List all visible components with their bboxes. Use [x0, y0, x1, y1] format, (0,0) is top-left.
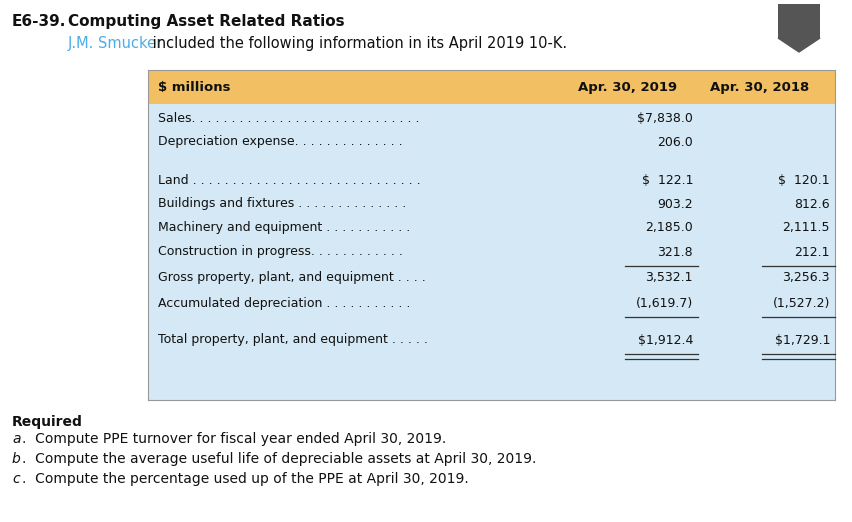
Text: 812.6: 812.6	[794, 197, 830, 210]
Text: included the following information in its April 2019 10-K.: included the following information in it…	[148, 36, 567, 51]
Text: $7,838.0: $7,838.0	[637, 112, 693, 125]
Text: (1,619.7): (1,619.7)	[636, 296, 693, 310]
Text: 3,256.3: 3,256.3	[782, 271, 830, 284]
Text: c: c	[12, 472, 20, 486]
Text: Depreciation expense. . . . . . . . . . . . . .: Depreciation expense. . . . . . . . . . …	[158, 136, 403, 148]
Text: 2,111.5: 2,111.5	[782, 221, 830, 234]
Text: Gross property, plant, and equipment . . . .: Gross property, plant, and equipment . .…	[158, 271, 426, 284]
Text: Computing Asset Related Ratios: Computing Asset Related Ratios	[68, 14, 344, 29]
Text: $  122.1: $ 122.1	[642, 173, 693, 186]
Text: Construction in progress. . . . . . . . . . . .: Construction in progress. . . . . . . . …	[158, 245, 403, 258]
Text: Machinery and equipment . . . . . . . . . . .: Machinery and equipment . . . . . . . . …	[158, 221, 411, 234]
Text: Total property, plant, and equipment . . . . .: Total property, plant, and equipment . .…	[158, 334, 428, 347]
Text: $1,729.1: $1,729.1	[774, 334, 830, 347]
Text: Buildings and fixtures . . . . . . . . . . . . . .: Buildings and fixtures . . . . . . . . .…	[158, 197, 406, 210]
Text: Sales. . . . . . . . . . . . . . . . . . . . . . . . . . . . .: Sales. . . . . . . . . . . . . . . . . .…	[158, 112, 419, 125]
Text: a: a	[12, 432, 20, 446]
Text: $ millions: $ millions	[158, 80, 231, 93]
Text: .  Compute the percentage used up of the PPE at April 30, 2019.: . Compute the percentage used up of the …	[22, 472, 469, 486]
Text: Accumulated depreciation . . . . . . . . . . .: Accumulated depreciation . . . . . . . .…	[158, 296, 411, 310]
Bar	[148, 70, 835, 104]
Text: Land . . . . . . . . . . . . . . . . . . . . . . . . . . . . .: Land . . . . . . . . . . . . . . . . . .…	[158, 173, 421, 186]
Polygon shape	[778, 38, 820, 52]
Text: $  120.1: $ 120.1	[779, 173, 830, 186]
Text: 2,185.0: 2,185.0	[645, 221, 693, 234]
Text: J.M. Smucker: J.M. Smucker	[68, 36, 164, 51]
Text: 212.1: 212.1	[795, 245, 830, 258]
Text: Apr. 30, 2018: Apr. 30, 2018	[711, 80, 809, 93]
Text: Apr. 30, 2019: Apr. 30, 2019	[579, 80, 677, 93]
Text: b: b	[12, 452, 20, 466]
Text: .  Compute the average useful life of depreciable assets at April 30, 2019.: . Compute the average useful life of dep…	[22, 452, 537, 466]
Text: .  Compute PPE turnover for fiscal year ended April 30, 2019.: . Compute PPE turnover for fiscal year e…	[22, 432, 446, 446]
Text: 903.2: 903.2	[658, 197, 693, 210]
Text: 321.8: 321.8	[658, 245, 693, 258]
Bar	[148, 104, 835, 400]
Text: Required: Required	[12, 415, 83, 429]
Bar	[778, 4, 820, 38]
Text: 3,532.1: 3,532.1	[646, 271, 693, 284]
Text: E6-39.: E6-39.	[12, 14, 66, 29]
Text: $1,912.4: $1,912.4	[637, 334, 693, 347]
Text: 206.0: 206.0	[657, 136, 693, 148]
Text: (1,527.2): (1,527.2)	[773, 296, 830, 310]
